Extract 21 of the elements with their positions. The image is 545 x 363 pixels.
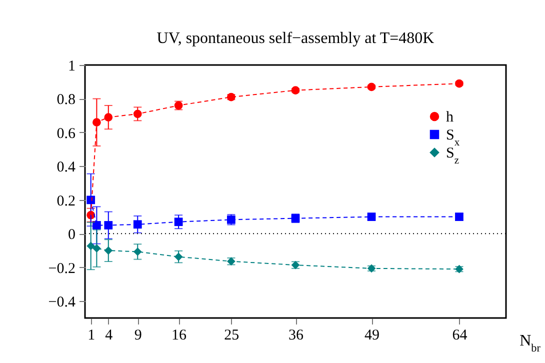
y-tick-label: −0.2 <box>48 260 76 277</box>
legend-label: S$_{z}$ <box>446 146 460 166</box>
x-axis-title: N$_{br}$ <box>520 332 541 354</box>
y-tick-label: 1 <box>68 58 76 74</box>
x-tick-label: 1 <box>88 328 96 344</box>
x-tick-label: 16 <box>172 328 188 344</box>
y-tick-label: −0.4 <box>48 294 76 311</box>
x-tick-label: 49 <box>364 328 380 344</box>
x-tick-label: 64 <box>452 328 468 344</box>
x-tick-label: 36 <box>288 328 304 344</box>
y-tick-label: 0.6 <box>56 126 76 142</box>
y-tick-label: 0.8 <box>56 92 76 108</box>
y-tick-label: 0.4 <box>56 160 76 176</box>
chart-title: UV, spontaneous self−assembly at T=480K <box>156 30 435 47</box>
y-tick-label: 0.2 <box>56 193 76 210</box>
x-tick-label: 4 <box>105 328 114 344</box>
legend-label: S$_{x}$ <box>446 128 460 148</box>
y-tick-label: 0 <box>68 227 76 244</box>
legend-label: h <box>446 110 454 126</box>
x-tick-label: 25 <box>224 328 240 344</box>
x-tick-label: 9 <box>134 328 142 344</box>
